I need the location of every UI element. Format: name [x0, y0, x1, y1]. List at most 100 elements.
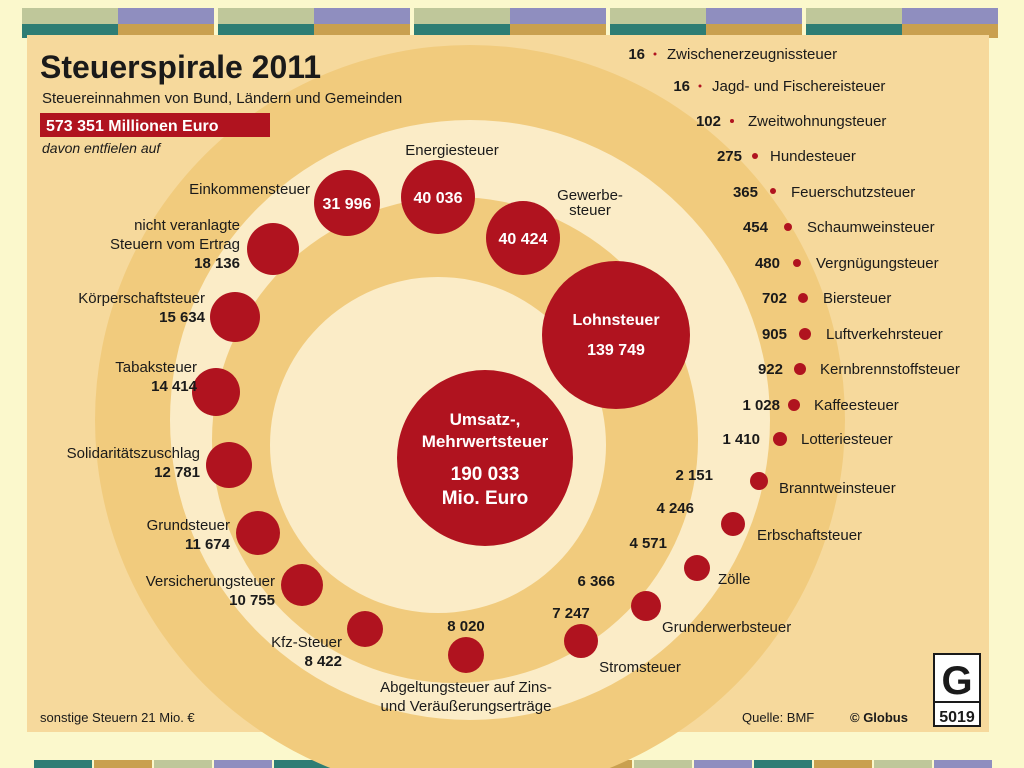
label-zwischenerzeugnissteuer: Zwischenerzeugnissteuer [667, 46, 837, 63]
value-hundesteuer: 275 [717, 148, 742, 165]
bubble-zweitwohnungsteuer [730, 119, 734, 123]
bubble-energiesteuer [401, 160, 475, 234]
value-lohnsteuer: 139 749 [587, 342, 645, 359]
value-abgeltungsteuer-auf-zins-und-ver-u-erungsertr-ge: 8 020 [447, 618, 485, 635]
label-einkommensteuer: Einkommensteuer [189, 181, 310, 198]
label-kaffeesteuer: Kaffeesteuer [814, 397, 899, 414]
value-schaumweinsteuer: 454 [743, 219, 769, 236]
bubble-k-rperschaftsteuer [210, 292, 260, 342]
label-abgeltungsteuer-auf-zins-und-ver-u-erungsertr-ge-1: Abgeltungsteuer auf Zins- [380, 679, 552, 696]
value-erbschaftsteuer: 4 246 [656, 500, 694, 517]
value-kfz-steuer: 8 422 [304, 653, 342, 670]
bubble-vergn-gungsteuer [793, 259, 801, 267]
bubble-biersteuer [798, 293, 808, 303]
value-grundsteuer: 11 674 [185, 536, 231, 553]
bubble-luftverkehrsteuer [799, 328, 811, 340]
bubble-feuerschutzsteuer [770, 188, 776, 194]
label-luftverkehrsteuer: Luftverkehrsteuer [826, 326, 943, 343]
value-kaffeesteuer: 1 028 [742, 397, 780, 414]
value-branntweinsteuer: 2 151 [675, 467, 713, 484]
bubble-versicherungsteuer [281, 564, 323, 606]
bubble-solidarit-tszuschlag [206, 442, 252, 488]
bubble-tabaksteuer [192, 368, 240, 416]
value-gewerbe-steuer: 40 424 [499, 231, 548, 248]
value-kernbrennstoffsteuer: 922 [758, 361, 783, 378]
globus-logo-mark: G [941, 659, 972, 703]
center-name-line-2: Mehrwertsteuer [422, 432, 549, 451]
bubble-umsatzsteuer [397, 370, 573, 546]
label-solidarit-tszuschlag: Solidaritätszuschlag [67, 445, 200, 462]
footer-other-taxes: sonstige Steuern 21 Mio. € [40, 710, 195, 725]
chart-title: Steuerspirale 2011 [40, 49, 321, 85]
label-z-lle: Zölle [718, 571, 751, 588]
value-einkommensteuer: 31 996 [323, 196, 372, 213]
label-jagd-und-fischereisteuer: Jagd- und Fischereisteuer [712, 78, 885, 95]
label-kernbrennstoffsteuer: Kernbrennstoffsteuer [820, 361, 960, 378]
value-versicherungsteuer: 10 755 [229, 592, 275, 609]
bubble-einkommensteuer [314, 170, 380, 236]
label-lotteriesteuer: Lotteriesteuer [801, 431, 893, 448]
value-solidarit-tszuschlag: 12 781 [154, 464, 200, 481]
label-tabaksteuer: Tabaksteuer [115, 359, 197, 376]
label-schaumweinsteuer: Schaumweinsteuer [807, 219, 935, 236]
center-value: 190 033 [451, 464, 520, 485]
bubble-erbschaftsteuer [721, 512, 745, 536]
center-name-line-1: Umsatz-, [450, 410, 521, 429]
bubble-kaffeesteuer [788, 399, 800, 411]
label-abgeltungsteuer-auf-zins-und-ver-u-erungsertr-ge-2: und Veräußerungserträge [381, 698, 552, 715]
value-tabaksteuer: 14 414 [151, 378, 198, 395]
bubble-lohnsteuer [542, 261, 690, 409]
label-versicherungsteuer: Versicherungsteuer [146, 573, 275, 590]
decorative-top-band [22, 8, 998, 38]
bubble-schaumweinsteuer [784, 223, 792, 231]
total-value: 573 351 Millionen Euro [46, 118, 219, 135]
value-k-rperschaftsteuer: 15 634 [159, 309, 206, 326]
label-nicht-veranlagte-steuern-vom-ertrag-2: Steuern vom Ertrag [110, 236, 240, 253]
bubble-z-lle [684, 555, 710, 581]
label-k-rperschaftsteuer: Körperschaftsteuer [78, 290, 205, 307]
label-nicht-veranlagte-steuern-vom-ertrag-1: nicht veranlagte [134, 217, 240, 234]
value-stromsteuer: 7 247 [552, 605, 590, 622]
bubble-grundsteuer [236, 511, 280, 555]
chart-subtitle: Steuereinnahmen von Bund, Ländern und Ge… [42, 90, 402, 107]
bubble-kfz-steuer [347, 611, 383, 647]
value-vergn-gungsteuer: 480 [755, 255, 780, 272]
value-z-lle: 4 571 [629, 535, 667, 552]
bubble-hundesteuer [752, 153, 758, 159]
label-energiesteuer: Energiesteuer [405, 142, 498, 159]
bubble-lotteriesteuer [773, 432, 787, 446]
bubble-nicht-veranlagte-steuern-vom-ertrag [247, 223, 299, 275]
value-luftverkehrsteuer: 905 [762, 326, 787, 343]
bubble-kernbrennstoffsteuer [794, 363, 806, 375]
credit-label: © Globus [850, 710, 908, 725]
bubble-branntweinsteuer [750, 472, 768, 490]
label-hundesteuer: Hundesteuer [770, 148, 856, 165]
label-branntweinsteuer: Branntweinsteuer [779, 480, 896, 497]
bubble-stromsteuer [564, 624, 598, 658]
label-stromsteuer: Stromsteuer [599, 659, 681, 676]
label-biersteuer: Biersteuer [823, 290, 891, 307]
total-note: davon entfielen auf [42, 140, 162, 156]
label-gewerbe-steuer-1: Gewerbe- [557, 187, 623, 204]
value-biersteuer: 702 [762, 290, 787, 307]
globus-logo: G 5019 [933, 653, 981, 727]
bubble-grunderwerbsteuer [631, 591, 661, 621]
label-grundsteuer: Grundsteuer [147, 517, 230, 534]
label-kfz-steuer: Kfz-Steuer [271, 634, 342, 651]
label-erbschaftsteuer: Erbschaftsteuer [757, 527, 862, 544]
bubble-gewerbe-steuer [486, 201, 560, 275]
label-feuerschutzsteuer: Feuerschutzsteuer [791, 184, 915, 201]
bubble-series: Umsatz-, Mehrwertsteuer 190 033 Mio. Euro Lo… [67, 46, 960, 715]
value-nicht-veranlagte-steuern-vom-ertrag: 18 136 [194, 255, 240, 272]
value-feuerschutzsteuer: 365 [733, 184, 758, 201]
value-grunderwerbsteuer: 6 366 [577, 573, 615, 590]
value-zweitwohnungsteuer: 102 [696, 113, 721, 130]
label-gewerbe-steuer-2: steuer [569, 202, 611, 219]
source-label: Quelle: BMF [742, 710, 814, 725]
total-badge [40, 113, 270, 137]
bubble-jagd-und-fischereisteuer [698, 84, 702, 88]
label-vergn-gungsteuer: Vergnügungsteuer [816, 255, 939, 272]
bubble-abgeltungsteuer-auf-zins-und-ver-u-erungsertr-ge [448, 637, 484, 673]
label-zweitwohnungsteuer: Zweitwohnungsteuer [748, 113, 886, 130]
